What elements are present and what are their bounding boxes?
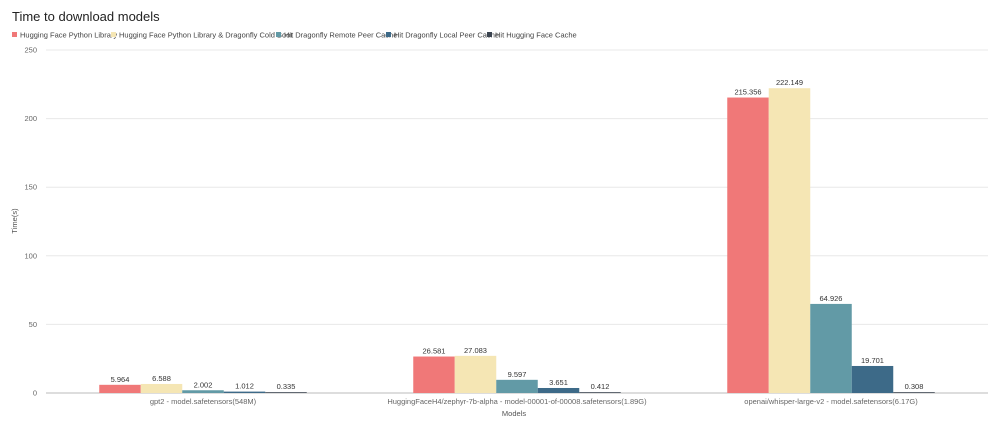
legend-swatch[interactable] bbox=[487, 32, 492, 37]
legend-swatch[interactable] bbox=[12, 32, 17, 37]
bar[interactable] bbox=[265, 392, 307, 393]
bar[interactable] bbox=[99, 384, 141, 393]
data-label: 2.002 bbox=[194, 380, 213, 389]
legend: Hugging Face Python Library Hugging Face … bbox=[12, 31, 577, 40]
y-tick-label: 0 bbox=[33, 389, 37, 398]
y-tick-label: 200 bbox=[24, 114, 37, 123]
bars bbox=[99, 88, 935, 394]
x-axis-label: Models bbox=[502, 409, 526, 418]
data-label: 6.588 bbox=[152, 374, 171, 383]
legend-label[interactable]: Hit Dragonfly Remote Peer Cache bbox=[284, 31, 397, 40]
bar[interactable] bbox=[768, 88, 811, 393]
data-label: 9.597 bbox=[508, 370, 527, 379]
legend-swatch[interactable] bbox=[386, 32, 391, 37]
data-label: 0.412 bbox=[591, 382, 610, 391]
y-tick-label: 150 bbox=[24, 183, 37, 192]
y-tick-label: 100 bbox=[24, 251, 37, 260]
data-label: 64.926 bbox=[820, 294, 843, 303]
data-label: 215.356 bbox=[734, 88, 761, 97]
x-axis-ticks: gpt2 - model.safetensors(548M) HuggingFac… bbox=[150, 397, 918, 406]
data-label: 27.083 bbox=[464, 346, 487, 355]
bar[interactable] bbox=[496, 379, 538, 393]
bar[interactable] bbox=[893, 392, 935, 393]
bar[interactable] bbox=[140, 383, 183, 393]
y-axis-label: Time(s) bbox=[10, 208, 19, 234]
x-tick-label: openai/whisper-large-v2 - model.safetens… bbox=[744, 397, 918, 406]
legend-label[interactable]: Hugging Face Python Library bbox=[20, 31, 117, 40]
data-label: 26.581 bbox=[423, 347, 446, 356]
legend-label[interactable]: Hit Hugging Face Cache bbox=[495, 31, 577, 40]
chart-title: Time to download models bbox=[12, 9, 160, 24]
data-label: 3.651 bbox=[549, 378, 568, 387]
bar[interactable] bbox=[413, 356, 455, 393]
bar[interactable] bbox=[223, 391, 266, 393]
data-label: 1.012 bbox=[235, 382, 254, 391]
bar[interactable] bbox=[851, 365, 894, 393]
bar[interactable] bbox=[810, 303, 852, 393]
bar[interactable] bbox=[727, 97, 769, 394]
legend-swatch[interactable] bbox=[111, 32, 116, 37]
data-label: 0.308 bbox=[905, 382, 924, 391]
y-tick-label: 50 bbox=[29, 320, 37, 329]
y-axis-ticks: 0 50 100 150 200 250 bbox=[24, 46, 37, 398]
bar[interactable] bbox=[537, 387, 580, 393]
data-label: 19.701 bbox=[861, 356, 884, 365]
bar[interactable] bbox=[454, 355, 497, 393]
data-label: 0.335 bbox=[277, 382, 296, 391]
data-labels: 5.964 6.588 2.002 1.012 0.335 26.581 27.083 9.5… bbox=[111, 78, 924, 391]
data-label: 5.964 bbox=[111, 375, 130, 384]
legend-swatch[interactable] bbox=[276, 32, 281, 37]
bar[interactable] bbox=[182, 390, 224, 393]
bar[interactable] bbox=[579, 392, 621, 393]
x-tick-label: gpt2 - model.safetensors(548M) bbox=[150, 397, 257, 406]
legend-label[interactable]: Hugging Face Python Library & Dragonfly … bbox=[119, 31, 293, 40]
y-tick-label: 250 bbox=[24, 46, 37, 55]
legend-label[interactable]: Hit Dragonfly Local Peer Cache bbox=[394, 31, 499, 40]
x-tick-label: HuggingFaceH4/zephyr-7b-alpha - model-00… bbox=[387, 397, 647, 406]
data-label: 222.149 bbox=[776, 78, 803, 87]
